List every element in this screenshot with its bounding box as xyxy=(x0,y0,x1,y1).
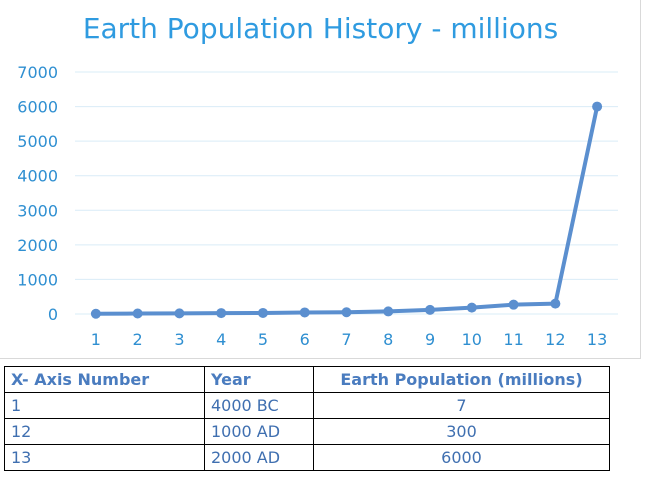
x-tick-label: 2 xyxy=(133,330,143,349)
table-cell: 1 xyxy=(4,392,205,419)
table-cell: 2000 AD xyxy=(204,444,314,471)
x-tick-label: 5 xyxy=(258,330,268,349)
data-point xyxy=(257,307,268,318)
table-cell: 13 xyxy=(4,444,205,471)
table-cell: 300 xyxy=(313,418,610,445)
table-header-population: Earth Population (millions) xyxy=(313,366,610,393)
y-tick-label: 4000 xyxy=(17,167,58,186)
data-point xyxy=(383,306,394,317)
chart-title: Earth Population History - millions xyxy=(82,12,559,45)
data-point xyxy=(341,307,352,318)
data-point xyxy=(216,308,227,319)
x-tick-label: 10 xyxy=(462,330,482,349)
data-point xyxy=(466,302,477,313)
series-group xyxy=(90,101,603,319)
table-cell: 1000 AD xyxy=(204,418,314,445)
x-tick-label: 8 xyxy=(383,330,393,349)
y-tick-label: 3000 xyxy=(17,201,58,220)
x-tick-label: 11 xyxy=(503,330,523,349)
y-tick-label: 7000 xyxy=(17,63,58,82)
y-tick-label: 0 xyxy=(48,305,58,324)
x-tick-label: 4 xyxy=(216,330,226,349)
x-tick-label: 7 xyxy=(341,330,351,349)
chart-frame xyxy=(0,0,641,359)
y-tick-label: 5000 xyxy=(17,132,58,151)
table-header-x-axis-number: X- Axis Number xyxy=(4,366,205,393)
y-tick-label: 6000 xyxy=(17,98,58,117)
data-point xyxy=(299,307,310,318)
table-cell: 4000 BC xyxy=(204,392,314,419)
data-point xyxy=(508,299,519,310)
table-cell: 6000 xyxy=(313,444,610,471)
data-point xyxy=(174,308,185,319)
x-tick-label: 9 xyxy=(425,330,435,349)
table-header-row: X- Axis Number Year Earth Population (mi… xyxy=(4,366,610,393)
y-tick-label: 1000 xyxy=(17,270,58,289)
y-axis-ticks: 0 1000 2000 3000 4000 5000 6000 7000 xyxy=(17,63,58,324)
x-tick-label: 13 xyxy=(587,330,607,349)
grid-lines xyxy=(75,71,618,315)
table-cell: 7 xyxy=(313,392,610,419)
x-tick-label: 12 xyxy=(545,330,565,349)
table-header-year: Year xyxy=(204,366,314,393)
y-tick-label: 2000 xyxy=(17,236,58,255)
x-tick-label: 6 xyxy=(300,330,310,349)
data-table: X- Axis Number Year Earth Population (mi… xyxy=(4,366,610,471)
table-row: 13 2000 AD 6000 xyxy=(4,444,610,471)
data-point xyxy=(425,304,436,315)
data-point xyxy=(132,308,143,319)
data-point xyxy=(550,298,561,309)
table-row: 1 4000 BC 7 xyxy=(4,392,610,419)
x-tick-label: 3 xyxy=(174,330,184,349)
x-tick-label: 1 xyxy=(91,330,101,349)
table-row: 12 1000 AD 300 xyxy=(4,418,610,445)
table-cell: 12 xyxy=(4,418,205,445)
data-point xyxy=(90,308,101,319)
x-axis-ticks: 1 2 3 4 5 6 7 8 9 10 11 12 13 xyxy=(91,330,608,349)
data-point xyxy=(592,101,603,112)
